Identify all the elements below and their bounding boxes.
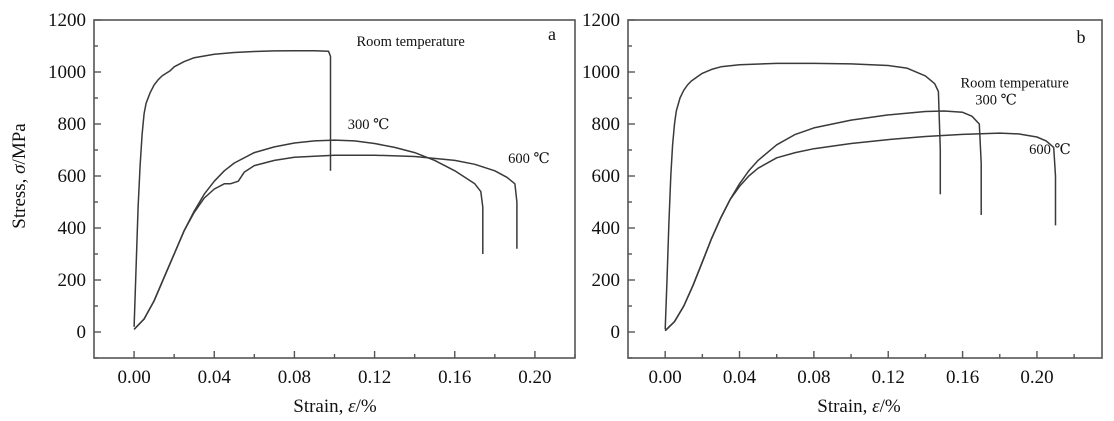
x-tick-label-b: 0.16 <box>946 367 979 388</box>
annotation-b-1: Room temperature <box>960 76 1068 92</box>
panel-letter-b: b <box>1077 27 1086 47</box>
x-axis-label-b-symbol: ε <box>872 396 880 417</box>
x-tick-label-a: 0.16 <box>438 367 471 388</box>
y-tick-label-a: 400 <box>58 218 87 239</box>
y-tick-label-a: 800 <box>58 114 87 135</box>
x-tick-label-b: 0.20 <box>1020 367 1053 388</box>
x-axis-label-b-suffix: /% <box>880 396 901 417</box>
x-axis-label-b: Strain, ε/% <box>817 396 901 417</box>
x-axis-label-b-prefix: Strain, <box>817 396 872 417</box>
x-tick-label-a: 0.04 <box>198 367 232 388</box>
y-axis-label: Stress, σ/MPa <box>9 123 30 229</box>
x-tick-label-b: 0.00 <box>649 367 682 388</box>
x-axis-label-a-symbol: ε <box>348 396 356 417</box>
y-tick-label-a: 1200 <box>48 10 86 31</box>
plot-frame-b <box>627 19 1103 359</box>
y-tick-label-a: 1000 <box>48 62 86 83</box>
x-axis-label-a-suffix: /% <box>356 396 377 417</box>
x-axis-label-a: Strain, ε/% <box>293 396 377 417</box>
x-tick-label-a: 0.12 <box>358 367 391 388</box>
plot-frame-a <box>93 19 576 359</box>
annotation-a-3: 600 ℃ <box>508 151 550 167</box>
x-tick-label-b: 0.08 <box>797 367 830 388</box>
y-axis-label-symbol: σ <box>9 164 30 174</box>
chart-panel-b: 0 200 400 600 800 1000 1200 0.00 0.04 0.08 0.12 0.1… <box>582 10 1103 388</box>
annotation-b-3: 600 ℃ <box>1029 142 1071 158</box>
y-tick-label-b: 200 <box>592 270 621 291</box>
annotation-b-2: 300 ℃ <box>975 93 1017 109</box>
x-tick-label-b: 0.04 <box>723 367 757 388</box>
x-tick-label-b: 0.12 <box>872 367 905 388</box>
series-line-a-3 <box>133 154 518 330</box>
y-axis-label-suffix: /MPa <box>9 123 30 165</box>
y-tick-label-a: 200 <box>58 270 87 291</box>
x-axis-label-a-prefix: Strain, <box>293 396 348 417</box>
y-tick-label-b: 400 <box>592 218 621 239</box>
y-tick-label-a: 600 <box>58 166 87 187</box>
y-tick-label-b: 800 <box>592 114 621 135</box>
x-tick-label-a: 0.08 <box>278 367 311 388</box>
series-line-b-2 <box>664 110 982 332</box>
series-line-b-1 <box>664 62 942 330</box>
y-tick-label-b: 600 <box>592 166 621 187</box>
chart-panel-a: 0 200 400 600 800 1000 1200 0.00 0.04 0.08 0.12 0.1… <box>48 10 576 388</box>
panel-letter-a: a <box>548 24 556 44</box>
y-tick-label-b: 0 <box>611 322 621 343</box>
annotation-a-1: Room temperature <box>357 34 465 50</box>
y-tick-label-a: 0 <box>77 322 87 343</box>
annotation-a-2: 300 ℃ <box>348 117 390 133</box>
series-line-b-3 <box>664 132 1057 332</box>
series-line-a-1 <box>133 49 332 327</box>
y-tick-label-b: 1000 <box>582 62 620 83</box>
x-tick-label-a: 0.00 <box>117 367 150 388</box>
y-axis-label-prefix: Stress, <box>9 174 30 229</box>
x-tick-label-a: 0.20 <box>518 367 551 388</box>
series-line-a-2 <box>133 139 484 330</box>
y-tick-label-b: 1200 <box>582 10 620 31</box>
